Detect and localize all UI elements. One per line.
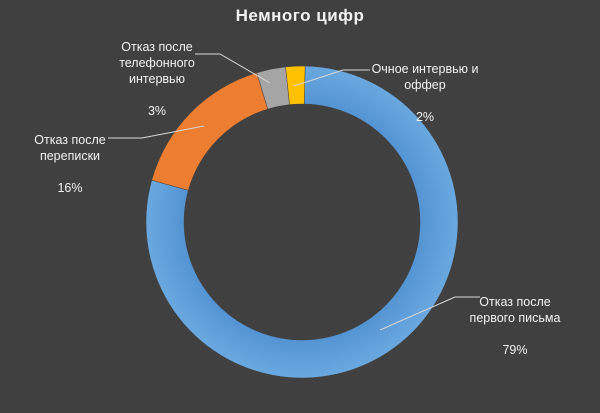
leader-line-phone-interview <box>195 53 271 84</box>
leader-line-first-letter <box>379 296 480 331</box>
data-label-value: 16% <box>57 181 83 195</box>
data-label-name: Отказ после переписки <box>34 133 106 163</box>
data-label-name: Очное интервью и оффер <box>371 62 479 92</box>
data-label-value: 3% <box>147 104 167 118</box>
data-label-name: Отказ после первого письма <box>469 295 561 325</box>
data-label-first-letter: Отказ после первого письма 79% <box>455 278 575 374</box>
data-label-name: Отказ после телефонного интервью <box>119 40 195 86</box>
leader-line-correspondence <box>108 125 205 139</box>
data-label-value: 79% <box>502 343 528 357</box>
data-label-correspondence: Отказ после переписки 16% <box>22 116 118 212</box>
data-label-phone-interview: Отказ после телефонного интервью 3% <box>108 23 206 135</box>
data-label-offer: Очное интервью и оффер 2% <box>362 45 488 141</box>
data-label-value: 2% <box>415 110 435 124</box>
slice-first-letter <box>145 65 459 379</box>
chart-title: Немного цифр <box>235 6 365 25</box>
leader-line-offer <box>293 69 370 87</box>
